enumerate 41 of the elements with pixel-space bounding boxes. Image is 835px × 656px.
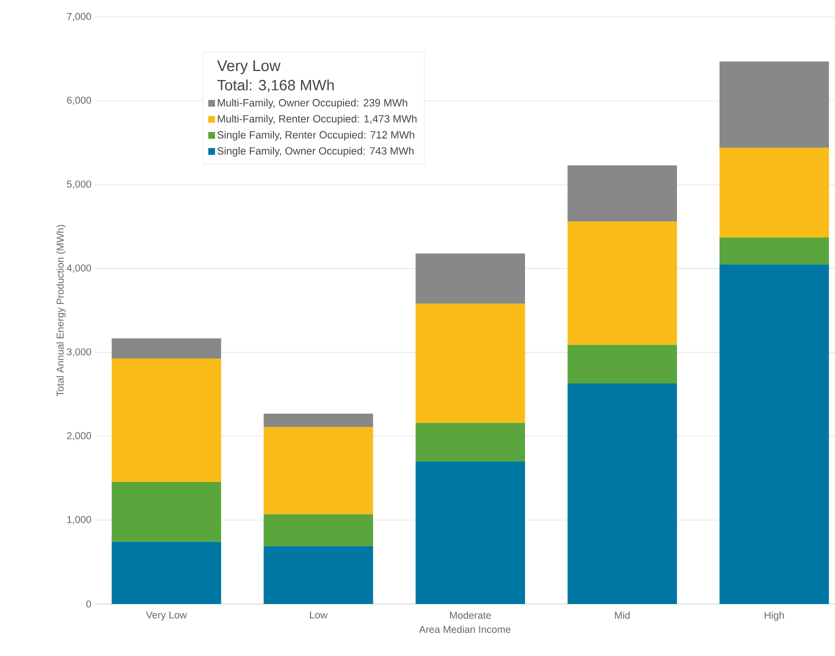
bar [264,414,374,428]
y-axis-title: Total Annual Energy Production (MWh) [56,225,66,396]
x-axis-title: Area Median Income [419,626,510,633]
y-tick-label: 0 [86,600,92,608]
bar [416,253,526,304]
annotation: Total: 3,168 MWh [217,79,334,92]
y-tick-label: 1,000 [67,516,92,524]
bar [568,222,677,345]
bar [720,238,829,264]
bar [264,546,374,604]
bar [568,383,677,604]
x-tick-label: Mid [615,612,630,619]
bar [720,148,829,238]
legend-label: Multi-Family, Owner Occupied: 239 MWh [218,98,408,109]
bar [568,165,677,222]
y-tick-label: 5,000 [66,180,92,189]
legend-title: Very Low [217,60,281,74]
bar [416,304,526,423]
y-tick-label: 4,000 [66,264,92,273]
bar [112,482,222,542]
bar [720,264,829,604]
legend-label: Single Family, Renter Occupied: 712 MWh [217,130,414,141]
legend-label: Multi-Family, Renter Occupied: 1,473 MWh [218,114,416,125]
bar [416,461,526,604]
x-tick-label: Low [310,612,328,618]
y-tick-label: 7,000 [67,12,92,22]
x-tick-label: High [764,612,784,621]
bar [112,358,222,482]
bar [416,422,526,462]
y-tick-label: 6,000 [67,96,92,105]
y-tick-label: 2,000 [67,432,92,440]
bar [264,514,374,546]
bar [112,338,222,358]
bar [720,61,829,148]
x-tick-label: Very Low [146,612,187,620]
bar [568,344,677,384]
legend-label: Single Family, Owner Occupied: 743 MWh [217,146,414,157]
bar [264,427,374,514]
bar [112,542,222,604]
x-tick-label: Moderate [450,612,491,619]
y-tick-label: 3,000 [66,348,92,357]
